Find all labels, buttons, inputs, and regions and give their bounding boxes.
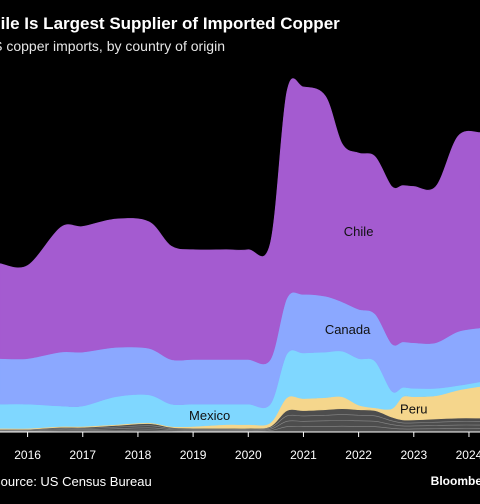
x-tick-label: 2017 [69, 448, 96, 462]
x-tick-label: 2019 [180, 448, 207, 462]
series-label-peru: Peru [400, 401, 427, 416]
chart-subtitle: US copper imports, by country of origin [0, 38, 225, 54]
area-chile [0, 78, 480, 365]
series-label-chile: Chile [344, 224, 374, 239]
x-tick-label: 2016 [14, 448, 41, 462]
area-other-stripe [0, 414, 480, 431]
chart-title: Chile Is Largest Supplier of Imported Co… [0, 14, 340, 33]
x-tick-label: 2020 [235, 448, 262, 462]
area-other-stripe [0, 425, 480, 432]
x-tick-label: 2018 [125, 448, 152, 462]
brand-logo: Bloomberg [430, 474, 480, 488]
x-tick-label: 2024 [456, 448, 480, 462]
source-note: Source: US Census Bureau [0, 474, 152, 489]
x-tick-label: 2023 [400, 448, 427, 462]
x-tick-label: 2022 [345, 448, 372, 462]
series-label-mexico: Mexico [189, 408, 230, 423]
x-tick-label: 2021 [290, 448, 317, 462]
series-label-canada: Canada [325, 322, 371, 337]
area-other-stripe [0, 420, 480, 431]
